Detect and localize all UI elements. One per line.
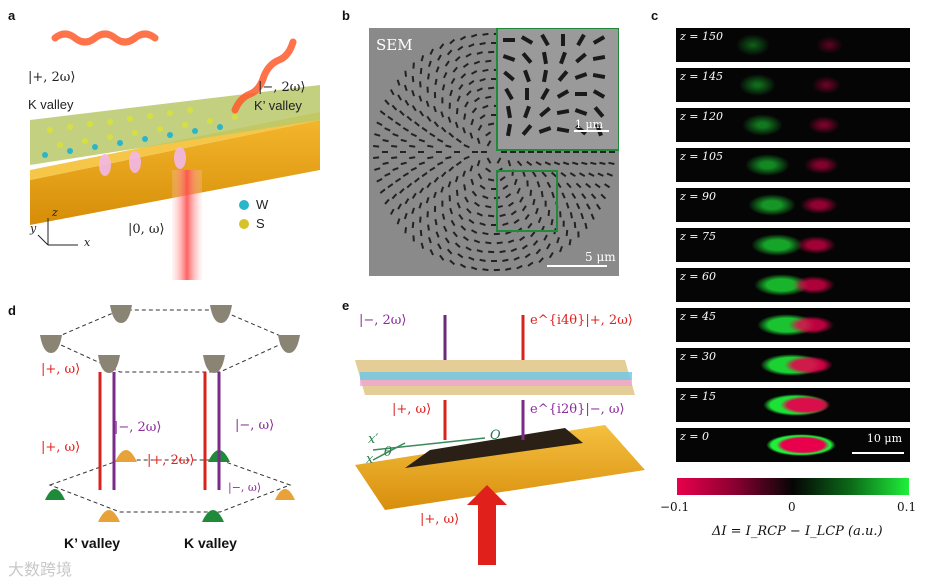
z-strip-label: z = 45 bbox=[680, 310, 717, 323]
e-label-origin: O bbox=[490, 428, 501, 443]
d-label-minus-2w: |−, 2ω⟩ bbox=[114, 420, 162, 435]
z-strip-label: z = 145 bbox=[680, 70, 724, 83]
z-strip: z = 145 bbox=[676, 68, 910, 102]
label-zero-w: |0, ω⟩ bbox=[128, 222, 165, 237]
e-label-input: |+, ω⟩ bbox=[420, 512, 460, 527]
label-w: W bbox=[256, 197, 269, 212]
z-strip: z = 90 bbox=[676, 188, 910, 222]
z-strip-label: z = 150 bbox=[680, 30, 724, 43]
z-strip: z = 120 bbox=[676, 108, 910, 142]
scale-label: 10 μm bbox=[866, 432, 902, 445]
s-atom-legend-icon bbox=[239, 219, 249, 229]
axis-x-label: x bbox=[84, 236, 91, 249]
d-label-k-valley: K valley bbox=[184, 535, 237, 551]
e-label-theta: θ bbox=[384, 445, 392, 460]
d-label-minus-w: |−, ω⟩ bbox=[235, 418, 275, 433]
e-label-x: x bbox=[366, 452, 374, 467]
sem-title: SEM bbox=[376, 36, 413, 54]
z-strip: z = 0 10 μm bbox=[676, 428, 910, 462]
z-strip-label: z = 75 bbox=[680, 230, 717, 243]
panel-a-illustration bbox=[30, 30, 320, 280]
shg-beam-right bbox=[231, 38, 297, 114]
z-strip: z = 45 bbox=[676, 308, 910, 342]
d-label-plus-w-bottom: |+, ω⟩ bbox=[41, 440, 81, 455]
e-label-plus-2w-phase: e^{i4θ}|+, 2ω⟩ bbox=[530, 313, 633, 328]
label-kprime-valley: K’ valley bbox=[254, 98, 302, 113]
colorbar-mid: 0 bbox=[788, 500, 796, 514]
panel-letter-d: d bbox=[8, 303, 16, 318]
e-label-plus-w: |+, ω⟩ bbox=[392, 402, 432, 417]
z-strip-label: z = 15 bbox=[680, 390, 717, 403]
scale-bar bbox=[852, 452, 904, 454]
d-label-plus-w-top: |+, ω⟩ bbox=[41, 362, 81, 377]
label-plus-2w: |+, 2ω⟩ bbox=[28, 70, 76, 85]
panel-letter-c: c bbox=[651, 8, 659, 23]
z-strip: z = 30 bbox=[676, 348, 910, 382]
metasurface-diagram bbox=[355, 315, 645, 565]
label-minus-2w: |−, 2ω⟩ bbox=[258, 80, 306, 95]
z-strip-label: z = 30 bbox=[680, 350, 717, 363]
z-strip-label: z = 60 bbox=[680, 270, 717, 283]
z-strip: z = 150 bbox=[676, 28, 910, 62]
d-label-kprime-valley: K’ valley bbox=[64, 535, 121, 551]
panel-letter-a: a bbox=[8, 8, 16, 23]
z-strip-label: z = 90 bbox=[680, 190, 717, 203]
axis-y-label: y bbox=[30, 222, 37, 235]
z-strip: z = 105 bbox=[676, 148, 910, 182]
axes-icon bbox=[37, 218, 78, 246]
w-atom-legend-icon bbox=[239, 200, 249, 210]
z-strip: z = 60 bbox=[676, 268, 910, 302]
shg-beam-left bbox=[51, 30, 159, 46]
z-strip: z = 75 bbox=[676, 228, 910, 262]
panel-letter-e: e bbox=[342, 298, 350, 313]
d-label-plus-2w: |+, 2ω⟩ bbox=[147, 453, 195, 468]
ws2-layer bbox=[30, 85, 320, 165]
watermark: 大数跨境 bbox=[8, 560, 73, 579]
e-label-minus-w-phase: e^{i2θ}|−, ω⟩ bbox=[530, 402, 625, 417]
colorbar-label: ΔI = I_RCP − I_LCP (a.u.) bbox=[712, 524, 883, 539]
z-strip: z = 15 bbox=[676, 388, 910, 422]
e-label-x-prime: x′ bbox=[368, 432, 379, 447]
main-scale-label: 5 μm bbox=[585, 250, 616, 264]
input-beam bbox=[172, 170, 202, 280]
panel-letter-b: b bbox=[342, 8, 350, 23]
colorbar-max: 0.1 bbox=[897, 500, 917, 514]
label-k-valley: K valley bbox=[28, 97, 74, 112]
z-strip-label: z = 105 bbox=[680, 150, 724, 163]
d-label-minus-w-low: |−, ω⟩ bbox=[228, 481, 262, 494]
sem-image bbox=[369, 28, 619, 276]
z-strip-label: z = 120 bbox=[680, 110, 724, 123]
colorbar-min: −0.1 bbox=[660, 500, 690, 514]
inset-scale-label: 1 μm bbox=[575, 118, 604, 131]
valley-band-diagram bbox=[40, 305, 300, 522]
axis-z-label: z bbox=[52, 206, 58, 219]
label-s: S bbox=[256, 216, 265, 231]
zoom-box bbox=[496, 170, 558, 232]
z-strip-label: z = 0 bbox=[680, 430, 710, 443]
e-label-minus-2w: |−, 2ω⟩ bbox=[359, 313, 407, 328]
colorbar bbox=[677, 478, 909, 495]
